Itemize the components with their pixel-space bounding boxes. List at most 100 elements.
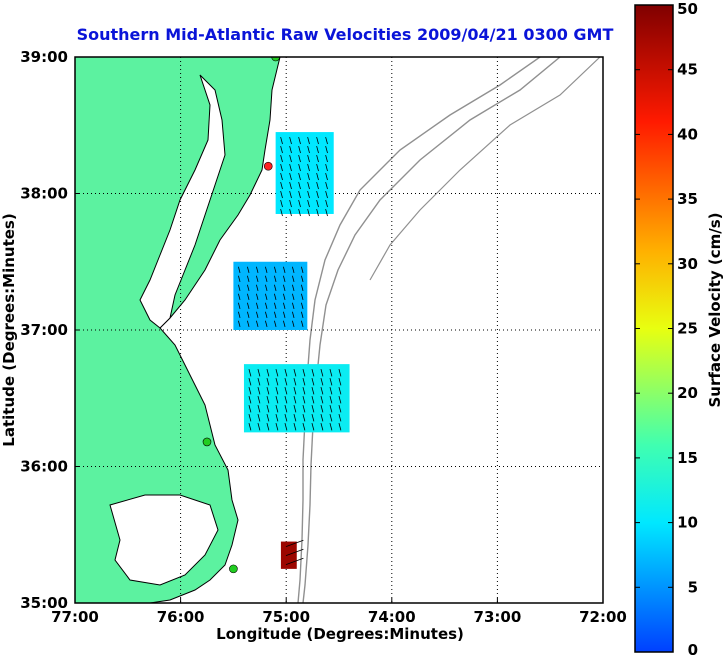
velocity-arrow — [325, 181, 328, 190]
x-tick-label: 77:00 — [51, 608, 99, 626]
velocity-arrow — [316, 154, 319, 163]
velocity-arrow — [325, 154, 328, 163]
velocity-arrow — [298, 136, 301, 145]
velocity-arrow — [285, 539, 304, 547]
colorbar-tick-label: 30 — [677, 255, 698, 273]
station-marker — [263, 161, 273, 171]
velocity-arrow — [248, 423, 252, 431]
velocity-arrow — [307, 136, 310, 145]
chesapeake-bay — [139, 74, 226, 329]
velocity-arrow — [256, 293, 259, 300]
velocity-arrow — [238, 293, 241, 300]
velocity-arrow — [275, 396, 279, 404]
velocity-arrow — [289, 163, 292, 172]
velocity-arrow — [307, 154, 310, 163]
velocity-arrow — [316, 199, 319, 208]
velocity-arrow — [247, 302, 250, 309]
velocity-arrow — [257, 423, 261, 431]
x-tick-label: 74:00 — [368, 608, 416, 626]
velocity-arrow — [275, 405, 279, 413]
velocity-arrow — [329, 405, 333, 413]
velocity-arrow — [298, 172, 301, 181]
velocity-arrow — [293, 405, 297, 413]
velocity-arrow — [274, 275, 277, 282]
velocity-arrow — [285, 557, 304, 565]
velocity-arrow — [256, 320, 259, 327]
colorbar-tick-label: 35 — [677, 190, 698, 208]
velocity-arrow — [338, 387, 342, 395]
colorbar-tick-label: 15 — [677, 449, 698, 467]
velocity-arrow — [266, 378, 270, 386]
land-mainland — [75, 57, 281, 603]
y-tick-label: 38:00 — [20, 185, 68, 203]
velocity-arrow — [301, 266, 304, 273]
velocity-arrow — [293, 423, 297, 431]
velocity-arrow — [265, 275, 268, 282]
velocity-arrow — [292, 320, 295, 327]
velocity-arrow — [238, 266, 241, 273]
velocity-arrow — [280, 181, 283, 190]
velocity-arrow — [325, 172, 328, 181]
colorbar-tick-label: 20 — [677, 384, 698, 402]
velocity-arrow — [280, 208, 283, 217]
velocity-arrow — [298, 199, 301, 208]
velocity-arrow — [247, 311, 250, 318]
velocity-arrow — [316, 208, 319, 217]
velocity-arrow — [307, 190, 310, 199]
colorbar-tick-label: 5 — [688, 578, 698, 596]
velocity-arrow — [283, 320, 286, 327]
station-marker — [229, 564, 238, 574]
velocity-arrow — [275, 414, 279, 422]
velocity-arrow — [283, 284, 286, 291]
velocity-arrow — [320, 414, 324, 422]
velocity-arrow — [280, 190, 283, 199]
x-axis-label: Longitude (Degrees:Minutes) — [216, 625, 464, 643]
velocity-arrow — [257, 405, 261, 413]
velocity-arrow — [301, 284, 304, 291]
velocity-arrow — [280, 163, 283, 172]
colorbar-tick-label: 0 — [688, 641, 698, 659]
velocity-arrow — [298, 154, 301, 163]
velocity-arrow — [256, 302, 259, 309]
velocity-arrow — [238, 320, 241, 327]
velocity-arrow — [280, 136, 283, 145]
velocity-arrow — [283, 266, 286, 273]
velocity-arrow — [301, 293, 304, 300]
velocity-arrow — [256, 275, 259, 282]
velocity-arrow — [289, 190, 292, 199]
velocity-arrow — [284, 387, 288, 395]
velocity-arrow — [302, 369, 306, 377]
velocity-arrow — [329, 378, 333, 386]
velocity-arrow — [257, 387, 261, 395]
x-tick-label: 75:00 — [262, 608, 310, 626]
velocity-arrow — [301, 311, 304, 318]
station-marker — [202, 437, 212, 447]
radar-stations — [202, 57, 280, 574]
velocity-arrow — [289, 181, 292, 190]
velocity-arrow — [275, 378, 279, 386]
velocity-arrow — [274, 320, 277, 327]
velocity-arrow — [289, 172, 292, 181]
velocity-arrow — [329, 387, 333, 395]
velocity-arrow — [298, 145, 301, 154]
velocity-arrow — [329, 423, 333, 431]
velocity-arrow — [301, 275, 304, 282]
velocity-arrow — [265, 293, 268, 300]
velocity-arrow — [274, 284, 277, 291]
velocity-arrow — [275, 423, 279, 431]
contour-inner — [369, 57, 601, 281]
velocity-arrow — [284, 414, 288, 422]
y-tick-label: 35:00 — [20, 594, 68, 612]
station-marker — [271, 57, 280, 62]
velocity-arrow — [325, 199, 328, 208]
velocity-arrow — [274, 311, 277, 318]
colorbar-tick-label: 10 — [677, 514, 698, 532]
velocity-arrow — [289, 136, 292, 145]
velocity-arrow — [283, 302, 286, 309]
velocity-arrow — [275, 369, 279, 377]
velocity-arrow — [280, 199, 283, 208]
chart-title: Southern Mid-Atlantic Raw Velocities 200… — [77, 25, 614, 44]
velocity-arrow — [316, 163, 319, 172]
velocity-arrow — [316, 172, 319, 181]
